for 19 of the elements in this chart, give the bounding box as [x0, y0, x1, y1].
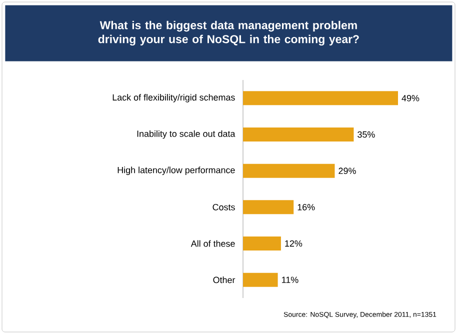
y-tick-label: Costs: [212, 204, 235, 210]
y-tick-label: Inability to scale out data: [137, 130, 236, 139]
bar: [243, 272, 278, 287]
chart-title: What is the biggest data management problem driving your use of NoSQL in the coming year?: [98, 20, 359, 46]
y-tick-label: High latency/low performance: [118, 166, 235, 176]
y-tick-label: Lack of flexibility/rigid schemas: [112, 94, 235, 102]
bar: [243, 164, 335, 178]
bar: [243, 91, 398, 106]
bar: [243, 128, 354, 142]
data-label: 35%: [358, 131, 375, 138]
data-label: 29%: [338, 168, 356, 174]
bar: [243, 236, 281, 251]
data-label: 16%: [298, 204, 315, 210]
bar: [243, 200, 294, 214]
y-tick-label: Other: [213, 276, 236, 284]
data-label: 12%: [285, 240, 302, 247]
y-tick-label: All of these: [190, 240, 235, 247]
data-label: 11%: [282, 276, 298, 283]
data-label: 49%: [402, 94, 420, 102]
